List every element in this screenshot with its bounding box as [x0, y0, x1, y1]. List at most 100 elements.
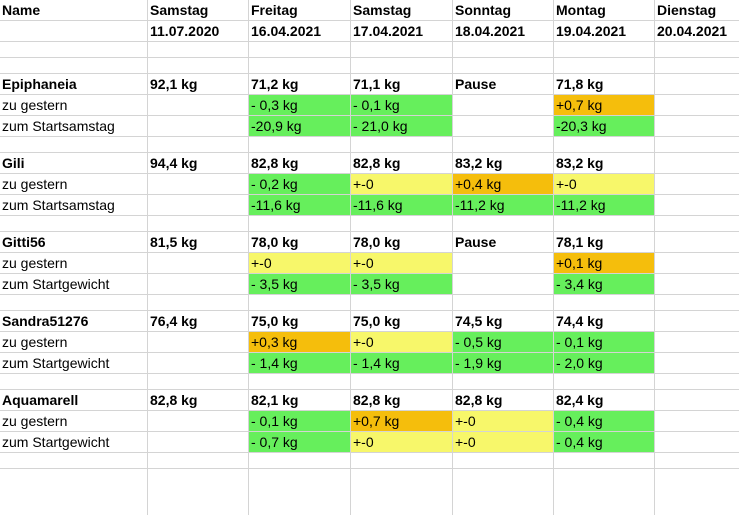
diff-cell[interactable]: - 0,4 kg: [554, 432, 654, 452]
weight-cell[interactable]: 78,1 kg: [556, 234, 604, 250]
cell[interactable]: [0, 21, 147, 41]
cell[interactable]: [0, 374, 147, 389]
header-date[interactable]: 20.04.2021: [657, 23, 728, 39]
cell[interactable]: [554, 58, 654, 73]
diff-cell[interactable]: [655, 353, 738, 373]
cell[interactable]: [148, 58, 248, 73]
diff-cell[interactable]: +0,1 kg: [554, 253, 654, 273]
diff-cell[interactable]: +-0: [351, 253, 452, 273]
diff-cell[interactable]: [148, 432, 248, 452]
diff-cell[interactable]: +-0: [351, 174, 452, 194]
cell[interactable]: [351, 374, 452, 389]
diff-cell[interactable]: +0,4 kg: [453, 174, 553, 194]
diff-cell[interactable]: - 0,2 kg: [249, 174, 350, 194]
cell[interactable]: [148, 295, 248, 310]
weight-cell[interactable]: 82,4 kg: [556, 392, 604, 408]
weight-cell[interactable]: [655, 232, 738, 252]
diff-cell[interactable]: +-0: [554, 174, 654, 194]
cell[interactable]: [453, 42, 553, 57]
weight-cell[interactable]: 82,8 kg: [455, 392, 503, 408]
cell[interactable]: [453, 453, 553, 468]
person-name[interactable]: Gili: [2, 155, 25, 171]
header-date[interactable]: 19.04.2021: [556, 23, 627, 39]
weight-cell[interactable]: 82,8 kg: [251, 155, 299, 171]
diff-cell[interactable]: [453, 274, 553, 294]
diff-cell[interactable]: [655, 411, 738, 431]
row-label[interactable]: zu gestern: [2, 176, 68, 192]
diff-cell[interactable]: - 0,5 kg: [453, 332, 553, 352]
cell[interactable]: [453, 374, 553, 389]
diff-cell[interactable]: [148, 95, 248, 115]
cell[interactable]: [148, 137, 248, 152]
cell[interactable]: [554, 374, 654, 389]
diff-cell[interactable]: +-0: [249, 253, 350, 273]
diff-cell[interactable]: [148, 411, 248, 431]
cell[interactable]: [351, 137, 452, 152]
cell[interactable]: [351, 295, 452, 310]
header-day[interactable]: Montag: [556, 2, 606, 18]
cell[interactable]: [0, 216, 147, 231]
weight-cell[interactable]: 82,8 kg: [353, 155, 401, 171]
weight-cell[interactable]: 75,0 kg: [251, 313, 299, 329]
weight-cell[interactable]: 81,5 kg: [150, 234, 198, 250]
diff-cell[interactable]: [148, 274, 248, 294]
header-date[interactable]: 11.07.2020: [150, 23, 220, 39]
weight-cell[interactable]: 82,1 kg: [251, 392, 299, 408]
row-label[interactable]: zum Startsamstag: [2, 118, 115, 134]
weight-cell[interactable]: Pause: [455, 76, 497, 92]
diff-cell[interactable]: - 1,9 kg: [453, 353, 553, 373]
diff-cell[interactable]: [148, 174, 248, 194]
diff-cell[interactable]: +-0: [453, 411, 553, 431]
person-name[interactable]: Sandra51276: [2, 313, 89, 329]
diff-cell[interactable]: - 3,5 kg: [351, 274, 452, 294]
cell[interactable]: [453, 137, 553, 152]
diff-cell[interactable]: -20,9 kg: [249, 116, 350, 136]
diff-cell[interactable]: [453, 95, 553, 115]
diff-cell[interactable]: - 3,5 kg: [249, 274, 350, 294]
header-date[interactable]: 18.04.2021: [455, 23, 526, 39]
diff-cell[interactable]: +-0: [453, 432, 553, 452]
cell[interactable]: [655, 216, 738, 231]
weight-cell[interactable]: 82,8 kg: [150, 392, 198, 408]
diff-cell[interactable]: [655, 274, 738, 294]
diff-cell[interactable]: +-0: [351, 432, 452, 452]
cell[interactable]: [655, 58, 738, 73]
diff-cell[interactable]: -11,6 kg: [249, 195, 350, 215]
row-label[interactable]: zu gestern: [2, 97, 68, 113]
row-label[interactable]: zum Startgewicht: [2, 276, 110, 292]
cell[interactable]: [0, 42, 147, 57]
weight-cell[interactable]: 78,0 kg: [353, 234, 401, 250]
header-date[interactable]: 16.04.2021: [251, 23, 322, 39]
diff-cell[interactable]: [655, 332, 738, 352]
diff-cell[interactable]: [655, 116, 738, 136]
cell[interactable]: [148, 42, 248, 57]
header-day[interactable]: Freitag: [251, 2, 298, 18]
diff-cell[interactable]: - 1,4 kg: [351, 353, 452, 373]
diff-cell[interactable]: [655, 174, 738, 194]
cell[interactable]: [249, 295, 350, 310]
row-label[interactable]: zum Startsamstag: [2, 197, 115, 213]
diff-cell[interactable]: +-0: [351, 332, 452, 352]
cell[interactable]: [655, 137, 738, 152]
diff-cell[interactable]: -11,2 kg: [554, 195, 654, 215]
cell[interactable]: [249, 216, 350, 231]
weight-cell[interactable]: 92,1 kg: [150, 76, 198, 92]
header-date[interactable]: 17.04.2021: [353, 23, 424, 39]
weight-cell[interactable]: [655, 311, 738, 331]
diff-cell[interactable]: - 0,4 kg: [554, 411, 654, 431]
cell[interactable]: [351, 58, 452, 73]
row-label[interactable]: zum Startgewicht: [2, 355, 110, 371]
diff-cell[interactable]: +0,7 kg: [351, 411, 452, 431]
diff-cell[interactable]: -11,6 kg: [351, 195, 452, 215]
diff-cell[interactable]: [148, 116, 248, 136]
cell[interactable]: [554, 42, 654, 57]
cell[interactable]: [249, 453, 350, 468]
diff-cell[interactable]: -20,3 kg: [554, 116, 654, 136]
row-label[interactable]: zu gestern: [2, 255, 68, 271]
cell[interactable]: [351, 216, 452, 231]
diff-cell[interactable]: [655, 195, 738, 215]
weight-cell[interactable]: 71,2 kg: [251, 76, 299, 92]
diff-cell[interactable]: [655, 253, 738, 273]
cell[interactable]: [453, 58, 553, 73]
header-day[interactable]: Samstag: [353, 2, 412, 18]
